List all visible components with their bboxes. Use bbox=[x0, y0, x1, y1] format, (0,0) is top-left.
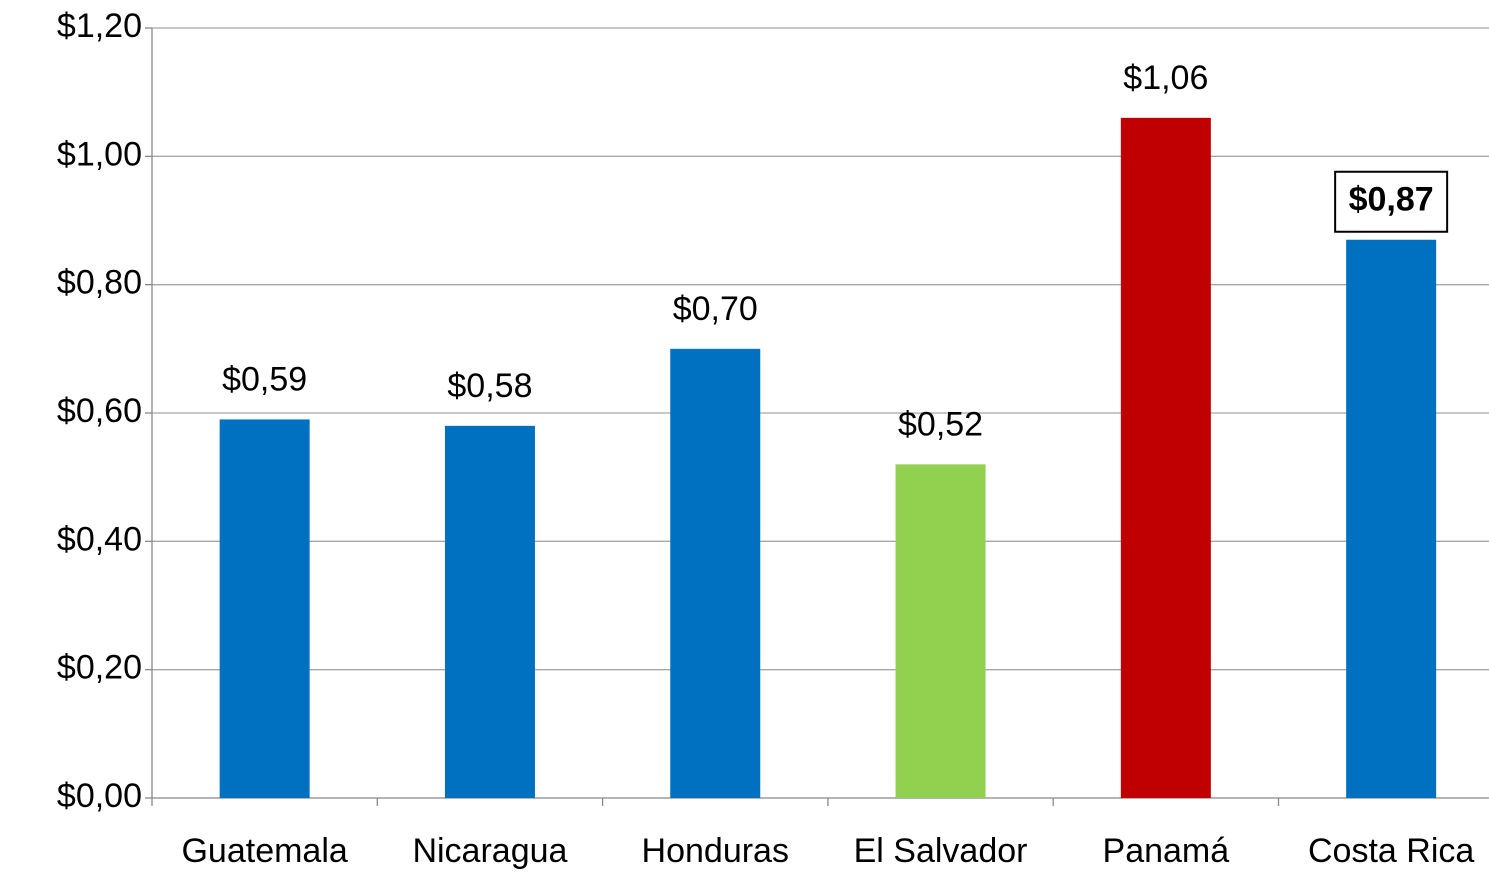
data-label: $0,52 bbox=[898, 405, 983, 443]
x-tick-label: Guatemala bbox=[181, 832, 347, 870]
bar bbox=[1346, 239, 1437, 798]
data-label: $0,70 bbox=[673, 290, 758, 328]
data-label: $0,87 bbox=[1349, 181, 1434, 219]
x-tick-label: El Salvador bbox=[854, 832, 1028, 870]
y-tick-label: $1,20 bbox=[57, 7, 142, 45]
y-tick-label: $0,00 bbox=[57, 777, 142, 815]
bar bbox=[895, 464, 986, 798]
bar bbox=[670, 348, 761, 798]
y-tick-label: $1,00 bbox=[57, 135, 142, 173]
bar bbox=[444, 425, 535, 798]
x-tick-label: Nicaragua bbox=[412, 832, 567, 870]
data-label: $0,59 bbox=[222, 360, 307, 398]
bar bbox=[1120, 117, 1211, 799]
x-tick-label: Costa Rica bbox=[1308, 832, 1474, 870]
data-label: $1,06 bbox=[1123, 59, 1208, 97]
y-tick-label: $0,60 bbox=[57, 392, 142, 430]
x-tick-label: Panamá bbox=[1103, 832, 1230, 870]
y-tick-label: $0,20 bbox=[57, 649, 142, 687]
data-label: $0,58 bbox=[447, 367, 532, 405]
label-box bbox=[1334, 170, 1449, 233]
bar bbox=[219, 419, 310, 798]
y-tick-label: $0,80 bbox=[57, 264, 142, 302]
y-tick-label: $0,40 bbox=[57, 520, 142, 558]
x-tick-label: Honduras bbox=[642, 832, 789, 870]
